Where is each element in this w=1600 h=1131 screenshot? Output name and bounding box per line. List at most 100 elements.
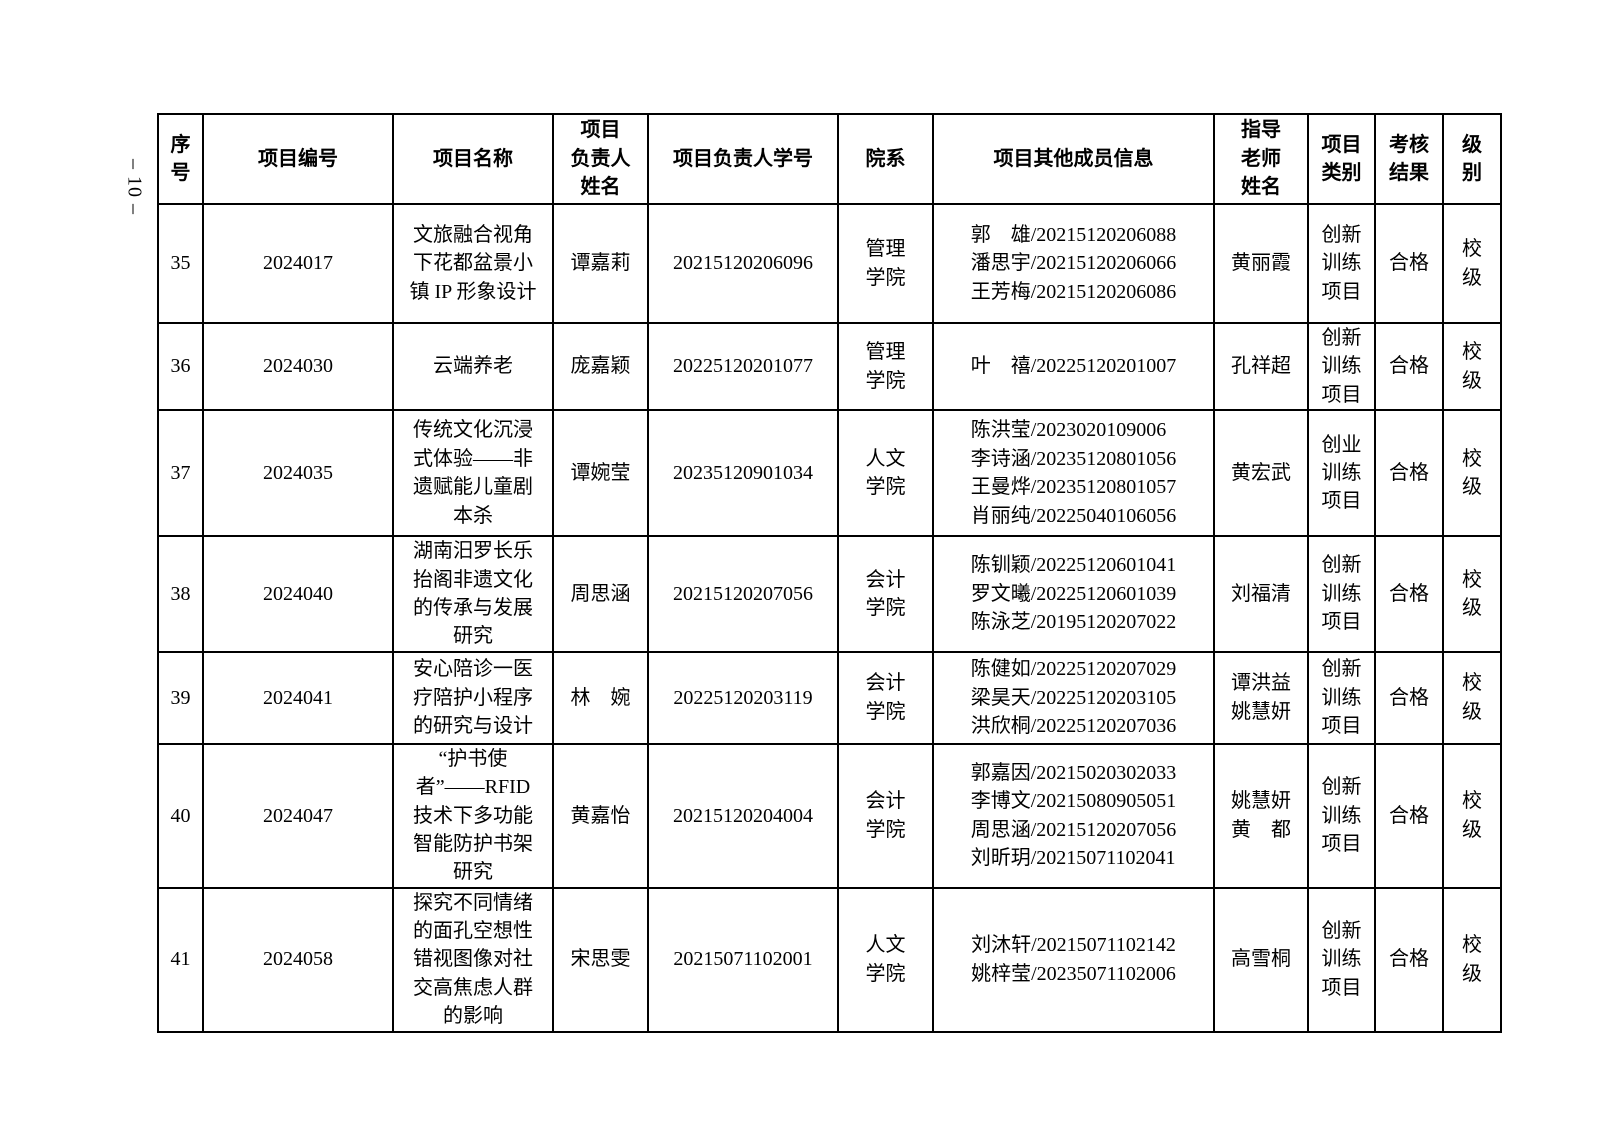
cell-level: 校 级: [1442, 535, 1502, 653]
cell-project-code: 2024035: [202, 409, 394, 538]
member-info-line: 王芳梅/20215120206086: [970, 280, 1177, 303]
cell-project-code: 2024030: [202, 321, 394, 412]
cell-advisor-name: 黄丽霞: [1213, 203, 1309, 324]
cell-value: 会计 学院: [865, 568, 906, 619]
cell-value: 会计 学院: [865, 672, 906, 723]
cell-assessment-result: 合格: [1374, 650, 1444, 745]
cell-value: 2024040: [263, 582, 333, 605]
cell-project-code: 2024047: [202, 742, 394, 889]
cell-members-info: 叶 禧/20225120201007: [932, 321, 1215, 412]
cell-leader-name: 谭嘉莉: [552, 203, 649, 324]
advisor-name-line: 孔祥超: [1231, 355, 1291, 378]
cell-value: 20225120203119: [673, 686, 813, 709]
cell-value: 校 级: [1462, 447, 1482, 499]
cell-value: 人文 学院: [865, 447, 906, 499]
cell-leader-student-id: 20225120201077: [647, 321, 839, 412]
cell-value: 合格: [1389, 686, 1429, 709]
cell-value: 创新 训练 项目: [1321, 776, 1362, 855]
cell-leader-student-id: 20215120207056: [647, 535, 839, 653]
cell-value: 合格: [1389, 582, 1429, 605]
advisor-name-line: 黄宏武: [1231, 461, 1291, 484]
cell-project-code: 2024040: [202, 535, 394, 653]
cell-value: 2024058: [263, 948, 333, 971]
header-members-info: 项目其他成员信息: [932, 113, 1215, 205]
cell-value: “护书使者”——RFID 技术下多功能智能防护书架研究: [413, 747, 533, 884]
header-advisor-name: 指导 老师 姓名: [1213, 113, 1309, 205]
cell-department: 人文 学院: [837, 409, 934, 538]
member-info-line: 罗文曦/20225120601039: [970, 582, 1177, 605]
cell-value: 40: [170, 804, 191, 827]
table-row: 41 2024058 探究不同情绪的面孔空想性错视图像对社交高焦虑人群的影响 宋…: [157, 886, 1502, 1033]
cell-value: 校 级: [1462, 790, 1482, 841]
member-info-line: 陈钏颖/20225120601041: [970, 554, 1177, 577]
header-seq: 序 号: [157, 113, 204, 205]
header-row: 序 号 项目编号 项目名称 项目 负责人 姓名 项目负责人学号 院系 项目其他成…: [157, 113, 1502, 205]
cell-department: 会计 学院: [837, 742, 934, 889]
cell-assessment-result: 合格: [1374, 203, 1444, 324]
table-row: 36 2024030 云端养老 庞嘉颖 20225120201077 管理 学院…: [157, 321, 1502, 412]
member-info-line: 刘昕玥/20215071102041: [970, 847, 1176, 870]
advisor-name-line: 刘福清: [1231, 582, 1291, 605]
cell-value: 合格: [1389, 252, 1429, 275]
cell-project-category: 创新 训练 项目: [1307, 321, 1376, 412]
cell-project-category: 创新 训练 项目: [1307, 742, 1376, 889]
projects-table: 序 号 项目编号 项目名称 项目 负责人 姓名 项目负责人学号 院系 项目其他成…: [157, 113, 1502, 1033]
cell-department: 会计 学院: [837, 535, 934, 653]
cell-value: 36: [170, 355, 191, 378]
cell-value: 谭嘉莉: [570, 252, 631, 275]
header-project-category: 项目 类别: [1307, 113, 1376, 205]
cell-seq: 37: [157, 409, 204, 538]
cell-advisor-name: 刘福清: [1213, 535, 1309, 653]
cell-value: 合格: [1389, 461, 1429, 484]
cell-value: 创新 训练 项目: [1321, 658, 1362, 737]
member-info-line: 周思涵/20215120207056: [970, 818, 1177, 841]
cell-value: 创新 训练 项目: [1321, 554, 1362, 634]
cell-department: 管理 学院: [837, 203, 934, 324]
cell-project-name: 传统文化沉浸式体验——非遗赋能儿童剧本杀: [392, 409, 554, 538]
cell-assessment-result: 合格: [1374, 535, 1444, 653]
member-info-line: 潘思宇/20215120206066: [970, 252, 1177, 275]
cell-leader-name: 宋思雯: [552, 886, 649, 1033]
table-row: 35 2024017 文旅融合视角下花都盆景小镇 IP 形象设计 谭嘉莉 202…: [157, 203, 1502, 324]
cell-value: 37: [170, 461, 191, 484]
cell-value: 创新 训练 项目: [1321, 920, 1362, 999]
cell-leader-student-id: 20225120203119: [647, 650, 839, 745]
member-info-line: 姚梓莹/20235071102006: [971, 962, 1176, 985]
cell-value: 2024041: [263, 686, 333, 709]
cell-value: 传统文化沉浸式体验——非遗赋能儿童剧本杀: [413, 419, 533, 527]
cell-value: 41: [170, 948, 191, 971]
cell-value: 创新 训练 项目: [1321, 223, 1362, 303]
table-header: 序 号 项目编号 项目名称 项目 负责人 姓名 项目负责人学号 院系 项目其他成…: [157, 113, 1502, 205]
cell-project-category: 创新 训练 项目: [1307, 535, 1376, 653]
header-leader-student-id: 项目负责人学号: [647, 113, 839, 205]
cell-project-name: 探究不同情绪的面孔空想性错视图像对社交高焦虑人群的影响: [392, 886, 554, 1033]
cell-value: 20215071102001: [673, 948, 813, 971]
cell-project-name: 安心陪诊一医疗陪护小程序的研究与设计: [392, 650, 554, 745]
cell-value: 20235120901034: [673, 461, 813, 484]
cell-seq: 36: [157, 321, 204, 412]
cell-level: 校 级: [1442, 886, 1502, 1033]
cell-level: 校 级: [1442, 321, 1502, 412]
cell-value: 宋思雯: [570, 948, 631, 971]
cell-assessment-result: 合格: [1374, 742, 1444, 889]
cell-members-info: 陈健如/20225120207029 梁昊天/20225120203105 洪欣桐/…: [932, 650, 1215, 745]
cell-value: 35: [170, 252, 191, 275]
cell-value: 2024030: [263, 355, 333, 378]
member-info-line: 肖丽纯/20225040106056: [970, 504, 1177, 527]
cell-level: 校 级: [1442, 203, 1502, 324]
cell-advisor-name: 孔祥超: [1213, 321, 1309, 412]
cell-value: 合格: [1389, 804, 1429, 827]
member-info-line: 李博文/20215080905051: [970, 790, 1177, 813]
cell-advisor-name: 高雪桐: [1213, 886, 1309, 1033]
cell-value: 谭婉莹: [570, 461, 631, 484]
member-info-line: 王曼烨/20235120801057: [970, 476, 1177, 499]
cell-project-code: 2024017: [202, 203, 394, 324]
cell-seq: 39: [157, 650, 204, 745]
cell-value: 管理 学院: [865, 341, 906, 392]
cell-project-name: 湖南汨罗长乐抬阁非遗文化的传承与发展研究: [392, 535, 554, 653]
cell-leader-name: 庞嘉颖: [552, 321, 649, 412]
cell-members-info: 陈洪莹/2023020109006 李诗涵/20235120801056 王曼烨/2…: [932, 409, 1215, 538]
cell-value: 人文 学院: [865, 934, 906, 985]
cell-value: 20225120201077: [673, 355, 813, 378]
